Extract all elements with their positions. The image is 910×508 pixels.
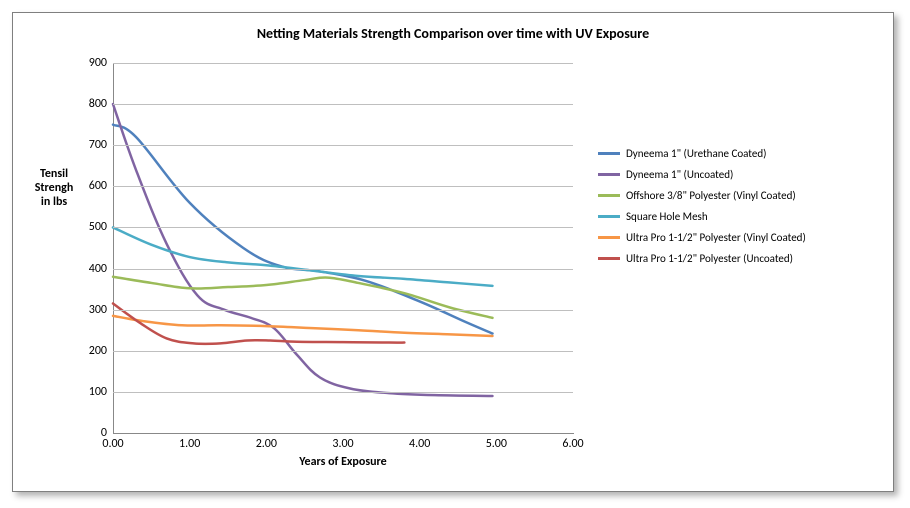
gridline-h: [113, 186, 573, 187]
legend-swatch: [598, 152, 620, 155]
legend-swatch: [598, 236, 620, 239]
legend-label: Ultra Pro 1-1/2" Polyester (Uncoated): [626, 252, 793, 265]
y-tick-label: 200: [89, 344, 113, 358]
legend-swatch: [598, 215, 620, 218]
legend-item: Square Hole Mesh: [598, 210, 806, 223]
series-line: [113, 104, 493, 396]
y-tick-label: 300: [89, 303, 113, 317]
legend-item: Ultra Pro 1-1/2" Polyester (Vinyl Coated…: [598, 231, 806, 244]
gridline-h: [113, 63, 573, 64]
series-line: [113, 227, 493, 285]
x-tick-label: 2.00: [256, 433, 277, 451]
legend-swatch: [598, 173, 620, 176]
x-tick-label: 5.00: [486, 433, 507, 451]
legend-item: Ultra Pro 1-1/2" Polyester (Uncoated): [598, 252, 806, 265]
x-tick-label: 4.00: [409, 433, 430, 451]
x-axis-label: Years of Exposure: [113, 455, 573, 469]
gridline-h: [113, 269, 573, 270]
legend-item: Offshore 3/8" Polyester (Vinyl Coated): [598, 189, 806, 202]
gridline-h: [113, 227, 573, 228]
x-tick-label: 0.00: [102, 433, 123, 451]
y-tick-label: 600: [89, 179, 113, 193]
legend-item: Dyneema 1" (Urethane Coated): [598, 147, 806, 160]
legend-item: Dyneema 1" (Uncoated): [598, 168, 806, 181]
legend-label: Dyneema 1" (Uncoated): [626, 168, 733, 181]
plot-area: Years of Exposure 0100200300400500600700…: [113, 63, 573, 433]
y-axis-label-line: in lbs: [19, 195, 89, 209]
legend-label: Offshore 3/8" Polyester (Vinyl Coated): [626, 189, 796, 202]
legend: Dyneema 1" (Urethane Coated) Dyneema 1" (…: [598, 139, 806, 273]
legend-label: Dyneema 1" (Urethane Coated): [626, 147, 766, 160]
legend-swatch: [598, 194, 620, 197]
y-tick-label: 800: [89, 97, 113, 111]
legend-swatch: [598, 257, 620, 260]
y-axis-label-line: Tensil: [19, 167, 89, 181]
gridline-h: [113, 310, 573, 311]
gridline-h: [113, 392, 573, 393]
legend-label: Ultra Pro 1-1/2" Polyester (Vinyl Coated…: [626, 231, 806, 244]
chart-title: Netting Materials Strength Comparison ov…: [13, 25, 893, 42]
x-tick-label: 3.00: [332, 433, 353, 451]
gridline-h: [113, 351, 573, 352]
chart-card: Netting Materials Strength Comparison ov…: [12, 12, 894, 492]
gridline-h: [113, 104, 573, 105]
gridline-h: [113, 145, 573, 146]
x-tick-label: 1.00: [179, 433, 200, 451]
x-tick-label: 6.00: [562, 433, 583, 451]
y-axis-label: Tensil Strengh in lbs: [19, 167, 89, 209]
y-tick-label: 700: [89, 138, 113, 152]
line-series-layer: [113, 63, 573, 433]
legend-label: Square Hole Mesh: [626, 210, 708, 223]
y-axis-label-line: Strengh: [19, 181, 89, 195]
y-tick-label: 400: [89, 262, 113, 276]
series-line: [113, 316, 493, 336]
y-tick-label: 100: [89, 385, 113, 399]
y-tick-label: 900: [89, 56, 113, 70]
series-line: [113, 277, 493, 318]
y-tick-label: 500: [89, 220, 113, 234]
